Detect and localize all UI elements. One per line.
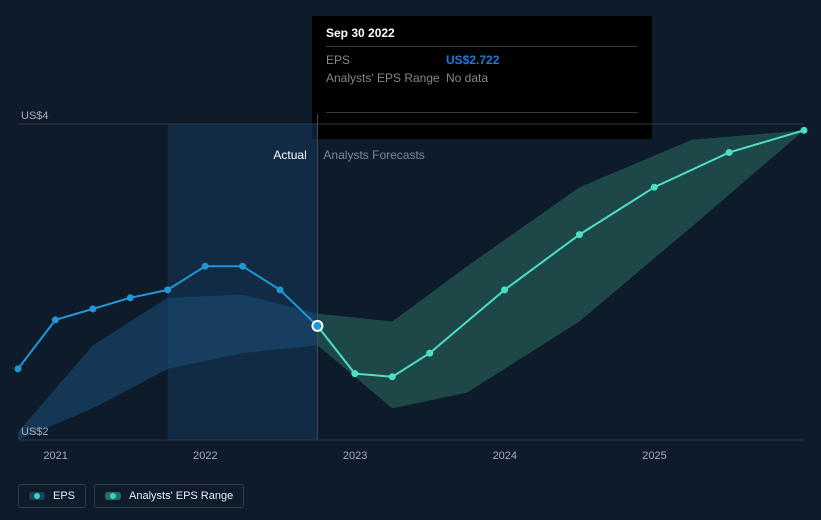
tooltip-row-value: No data bbox=[446, 71, 488, 85]
eps-marker bbox=[164, 286, 171, 293]
chart-svg bbox=[18, 124, 804, 440]
x-axis-label: 2021 bbox=[43, 450, 67, 462]
eps-marker bbox=[426, 350, 433, 357]
legend-item[interactable]: EPS bbox=[18, 484, 86, 508]
legend-dot-icon bbox=[110, 493, 116, 499]
eps-marker bbox=[239, 263, 246, 270]
region-label-forecast: Analysts Forecasts bbox=[323, 148, 424, 162]
legend-swatch bbox=[29, 492, 45, 500]
eps-marker bbox=[726, 149, 733, 156]
eps-marker bbox=[351, 370, 358, 377]
region-label-actual: Actual bbox=[273, 148, 306, 162]
legend-label: Analysts' EPS Range bbox=[129, 490, 233, 502]
eps-marker bbox=[15, 365, 22, 372]
tooltip-divider-bottom bbox=[326, 112, 638, 113]
x-axis-label: 2024 bbox=[493, 450, 517, 462]
x-axis-label: 2025 bbox=[642, 450, 666, 462]
eps-marker bbox=[127, 294, 134, 301]
eps-marker bbox=[501, 286, 508, 293]
eps-marker bbox=[89, 305, 96, 312]
y-axis-label: US$4 bbox=[21, 110, 49, 122]
tooltip-row-label: EPS bbox=[326, 53, 446, 67]
chart-tooltip: Sep 30 2022 EPSUS$2.722Analysts' EPS Ran… bbox=[312, 16, 652, 139]
chart-legend: EPS Analysts' EPS Range bbox=[18, 484, 244, 508]
eps-marker bbox=[389, 373, 396, 380]
x-axis-label: 2023 bbox=[343, 450, 367, 462]
eps-marker bbox=[576, 231, 583, 238]
range-band-forecast bbox=[317, 130, 804, 408]
x-axis-label: 2022 bbox=[193, 450, 217, 462]
tooltip-row: Analysts' EPS RangeNo data bbox=[326, 69, 638, 87]
legend-label: EPS bbox=[53, 490, 75, 502]
actual-highlight-band bbox=[168, 124, 318, 440]
eps-marker bbox=[651, 184, 658, 191]
tooltip-row-value: US$2.722 bbox=[446, 53, 499, 67]
y-axis-label: US$2 bbox=[21, 426, 49, 438]
legend-dot-icon bbox=[34, 493, 40, 499]
eps-marker bbox=[801, 127, 808, 134]
eps-marker bbox=[202, 263, 209, 270]
legend-swatch bbox=[105, 492, 121, 500]
eps-marker bbox=[52, 316, 59, 323]
highlight-marker bbox=[312, 321, 322, 331]
tooltip-date: Sep 30 2022 bbox=[326, 26, 638, 40]
tooltip-row: EPSUS$2.722 bbox=[326, 51, 638, 69]
legend-item[interactable]: Analysts' EPS Range bbox=[94, 484, 244, 508]
tooltip-row-label: Analysts' EPS Range bbox=[326, 71, 446, 85]
tooltip-divider bbox=[326, 46, 638, 47]
eps-marker bbox=[277, 286, 284, 293]
eps-chart[interactable]: Actual Analysts Forecasts US$4US$2 20212… bbox=[18, 124, 804, 474]
